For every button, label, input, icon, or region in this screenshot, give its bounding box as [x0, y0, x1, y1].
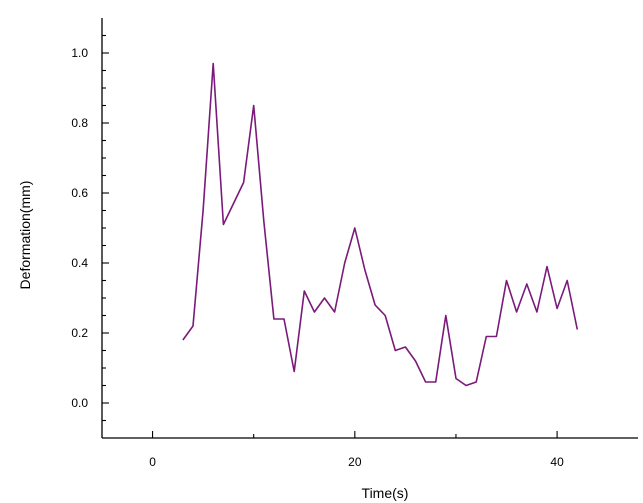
x-tick-label: 20: [348, 455, 362, 469]
series: [182, 62, 579, 387]
y-tick-label: 0.4: [71, 256, 88, 270]
axes: [101, 18, 638, 439]
x-tick-label: 40: [550, 455, 564, 469]
y-axis-title: Deformation(mm): [17, 181, 33, 290]
y-tick-label: 0.6: [71, 186, 88, 200]
y-tick-label: 0.8: [71, 116, 88, 130]
x-tick-label: 0: [149, 455, 156, 469]
y-tick-label: 1.0: [71, 46, 88, 60]
y-tick-label: 0.2: [71, 326, 88, 340]
x-ticks: 0 20 40: [149, 431, 564, 469]
y-tick-label: 0.0: [71, 396, 88, 410]
series-line: [182, 62, 579, 387]
y-ticks: 0.0 0.2 0.4 0.6 0.8 1.0: [71, 34, 109, 422]
x-axis-title: Time(s): [362, 485, 409, 501]
